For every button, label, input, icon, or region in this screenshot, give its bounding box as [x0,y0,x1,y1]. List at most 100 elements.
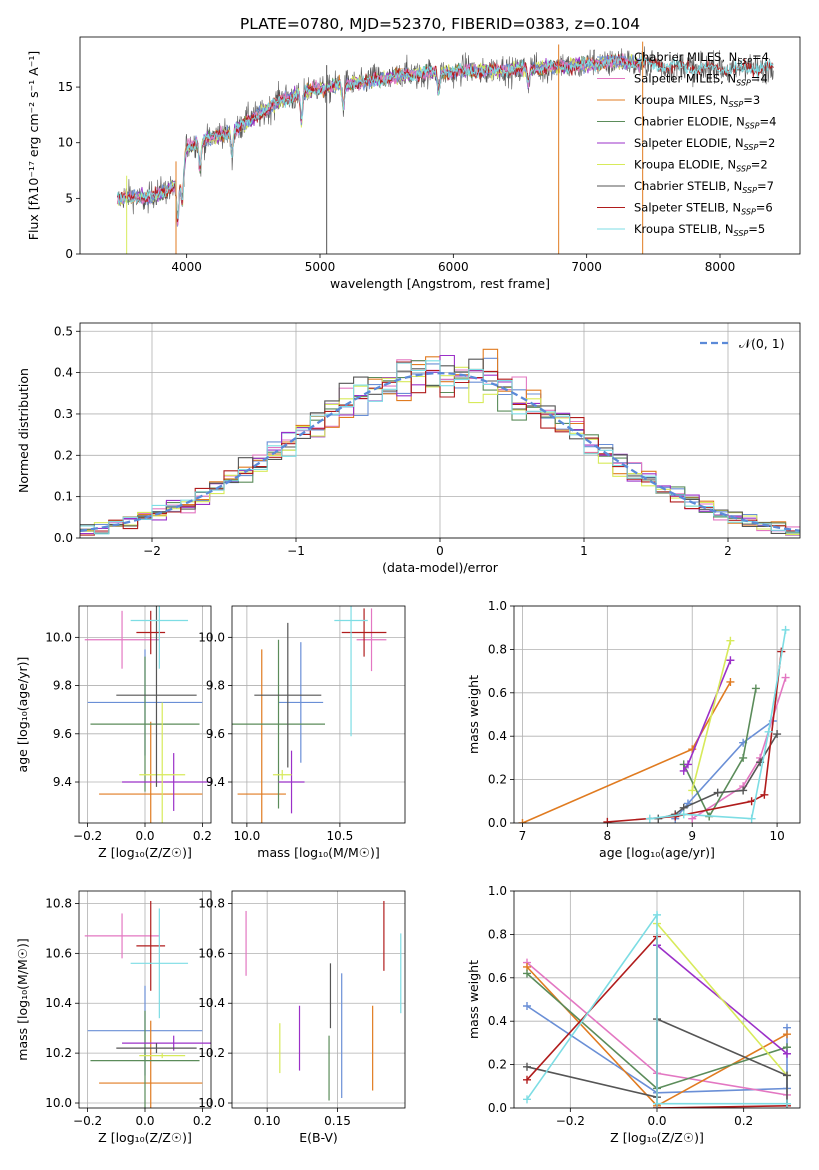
series-marker [726,677,735,686]
series-marker [783,1049,791,1058]
errorbar-point [232,639,326,809]
legend-label-subscript: SSP [736,79,751,88]
y-tick-label: 10.6 [45,946,72,960]
legend-label-count: =4 [751,72,768,86]
legend-label-text: Salpeter STELIB, N [634,201,741,215]
legend-label-text: Kroupa ELODIE, N [634,158,736,172]
y-tick-label: 0.0 [54,531,73,545]
x-tick-label: 10.5 [327,829,354,843]
errorbar-point [356,608,387,672]
plot-area [518,625,790,823]
y-tick-label: 9.6 [206,727,225,741]
legend-label-text: Kroupa STELIB, N [634,222,734,236]
series-line [682,688,757,819]
plot-area [84,900,211,1108]
x-tick-label: 7 [519,829,527,843]
y-tick-label: 15 [58,80,73,94]
series-line [526,1005,788,1094]
x-tick-label: 0.2 [193,1114,212,1128]
legend-label: Kroupa STELIB, NSSP=5 [634,222,765,238]
y-tick-label: 0.4 [488,729,507,743]
axes-frame [231,890,406,1109]
y-tick-label: 10.8 [45,896,72,910]
errorbar-point [254,622,322,768]
weight-vs-Z-chart: −0.2 0.0 0.2 0.0 0.2 0.4 0.6 0.8 1.0 Z [log₁₀(Z/Z… [466,884,801,1145]
errorbar-point [130,908,189,1019]
plot-area [80,348,800,536]
legend-label-count: =2 [758,136,775,150]
figure-title: PLATE=0780, MJD=52370, FIBERID=0383, z=0… [240,15,640,33]
series-marker [739,753,748,762]
errorbar-point [116,606,197,787]
series-line [683,659,732,772]
legend-label-count: =4 [760,115,777,129]
y-tick-label: 9.6 [53,727,72,741]
y-tick-label: 1.0 [488,884,507,898]
y-axis-label: age [log₁₀(age/yr)] [15,657,30,773]
axes-frame [513,605,801,824]
errorbar-point [334,606,368,737]
x-tick-label: 8000 [705,260,736,274]
y-tick-label: 10.4 [198,996,225,1010]
legend-label: Chabrier ELODIE, NSSP=4 [634,115,776,131]
legend-label-text: Chabrier STELIB, N [634,179,742,193]
legend-label-subscript: SSP [741,208,756,217]
y-tick-label: 0.8 [488,927,507,941]
legend: 𝒩(0, 1) [700,336,785,351]
legend-label-text: Salpeter MILES, N [634,72,736,86]
plot-area [523,910,791,1108]
legend-label-count: =7 [757,179,774,193]
series-marker [713,788,722,797]
plot-area [116,41,774,254]
x-axis-label: mass [log₁₀(M/M☉)] [257,845,379,860]
y-tick-label: 0.6 [488,971,507,985]
y-axis-label: mass weight [466,960,481,1039]
legend-label-subscript: SSP [745,122,760,131]
x-axis-label: age [log₁₀(age/yr)] [599,845,715,860]
y-tick-label: 10.0 [45,630,72,644]
y-tick-label: 10 [58,136,73,150]
legend-label: Chabrier STELIB, NSSP=7 [634,179,774,195]
x-tick-label: 0 [436,544,444,558]
errorbar-point [84,913,160,959]
series-salpeter-elodie [679,656,735,775]
series-marker [747,814,756,823]
y-tick-label: 0.2 [54,448,73,462]
y-tick-label: 0.2 [488,773,507,787]
x-tick-label: 5000 [305,260,336,274]
legend-label-count: =4 [752,50,769,64]
series-line [656,922,788,1077]
series-marker [523,969,531,978]
x-tick-label: 0.2 [734,1114,753,1128]
y-tick-label: 10.8 [198,896,225,910]
errorbar-point [136,900,166,991]
y-tick-label: 0.5 [54,324,73,338]
x-axis-label: Z [log₁₀(Z/Z☉)] [98,845,192,860]
x-axis-label: Z [log₁₀(Z/Z☉)] [610,1130,704,1145]
series-line [691,640,732,791]
series-marker [679,766,688,775]
y-tick-label: 9.4 [206,775,225,789]
x-tick-label: 0.0 [647,1114,666,1128]
spectrum-line-salpeter-stelib [116,54,774,223]
plot-area [232,606,387,823]
x-tick-label: −0.2 [73,1114,102,1128]
y-tick-label: 0.6 [488,686,507,700]
series-marker [688,786,697,795]
legend-label-subscript: SSP [737,57,752,66]
errorbar-point [278,642,324,763]
y-tick-label: 10.4 [45,996,72,1010]
y-tick-label: 5 [65,191,73,205]
errorbar-point [116,1043,197,1054]
x-tick-label: 8 [604,829,612,843]
series-marker [781,625,790,634]
legend-label-count: =3 [743,93,760,107]
series-marker [603,817,612,823]
legend-label: Chabrier MILES, NSSP=4 [634,50,769,66]
x-tick-label: 6000 [438,260,469,274]
y-axis-label: mass [log₁₀(M/M☉)] [15,938,30,1060]
legend-label-subscript: SSP [729,100,744,109]
legend-label: Salpeter ELODIE, NSSP=2 [634,136,775,152]
series-marker [764,727,773,736]
